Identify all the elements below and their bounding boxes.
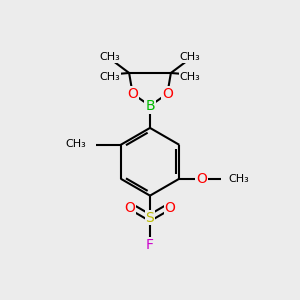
Text: F: F <box>146 238 154 252</box>
Text: CH₃: CH₃ <box>100 52 120 62</box>
Text: CH₃: CH₃ <box>229 174 250 184</box>
Text: O: O <box>162 87 173 101</box>
Text: CH₃: CH₃ <box>65 139 86 149</box>
Text: O: O <box>165 201 176 215</box>
Text: B: B <box>145 99 155 113</box>
Text: CH₃: CH₃ <box>180 72 200 82</box>
Text: S: S <box>146 211 154 225</box>
Text: CH₃: CH₃ <box>100 72 120 82</box>
Text: O: O <box>127 87 138 101</box>
Text: O: O <box>124 201 135 215</box>
Text: CH₃: CH₃ <box>180 52 200 62</box>
Text: O: O <box>196 172 207 186</box>
